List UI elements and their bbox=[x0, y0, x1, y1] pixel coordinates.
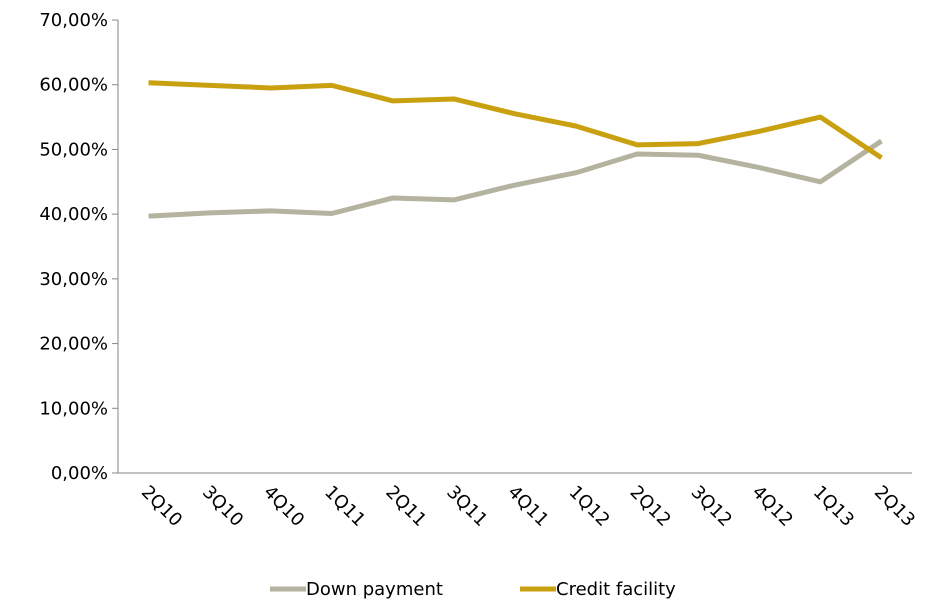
legend-label: Down payment bbox=[306, 579, 443, 600]
series-line bbox=[148, 80, 883, 160]
series-line bbox=[148, 138, 883, 219]
x-tick-label: 3Q11 bbox=[442, 482, 491, 531]
y-tick-label: 60,00% bbox=[39, 75, 108, 96]
x-tick-label: 4Q12 bbox=[748, 482, 797, 531]
x-tick-label: 1Q13 bbox=[809, 482, 858, 531]
y-tick-label: 20,00% bbox=[39, 334, 108, 355]
y-tick-label: 70,00% bbox=[39, 10, 108, 31]
x-tick-label: 3Q12 bbox=[687, 482, 736, 531]
y-tick-label: 10,00% bbox=[39, 398, 108, 419]
y-tick-label: 50,00% bbox=[39, 139, 108, 160]
x-tick-label: 1Q12 bbox=[565, 482, 614, 531]
x-tick-label: 4Q11 bbox=[503, 482, 552, 531]
x-tick-label: 2Q12 bbox=[626, 482, 675, 531]
x-tick-label: 2Q11 bbox=[381, 482, 430, 531]
x-tick-label: 1Q11 bbox=[320, 482, 369, 531]
legend-label: Credit facility bbox=[556, 579, 676, 600]
y-tick-label: 40,00% bbox=[39, 204, 108, 225]
x-tick-label: 2Q10 bbox=[137, 482, 186, 531]
x-tick-label: 2Q13 bbox=[870, 482, 919, 531]
x-tick-label: 4Q10 bbox=[259, 482, 308, 531]
x-tick-label: 3Q10 bbox=[198, 482, 247, 531]
y-tick-label: 30,00% bbox=[39, 269, 108, 290]
y-tick-label: 0,00% bbox=[51, 463, 108, 484]
